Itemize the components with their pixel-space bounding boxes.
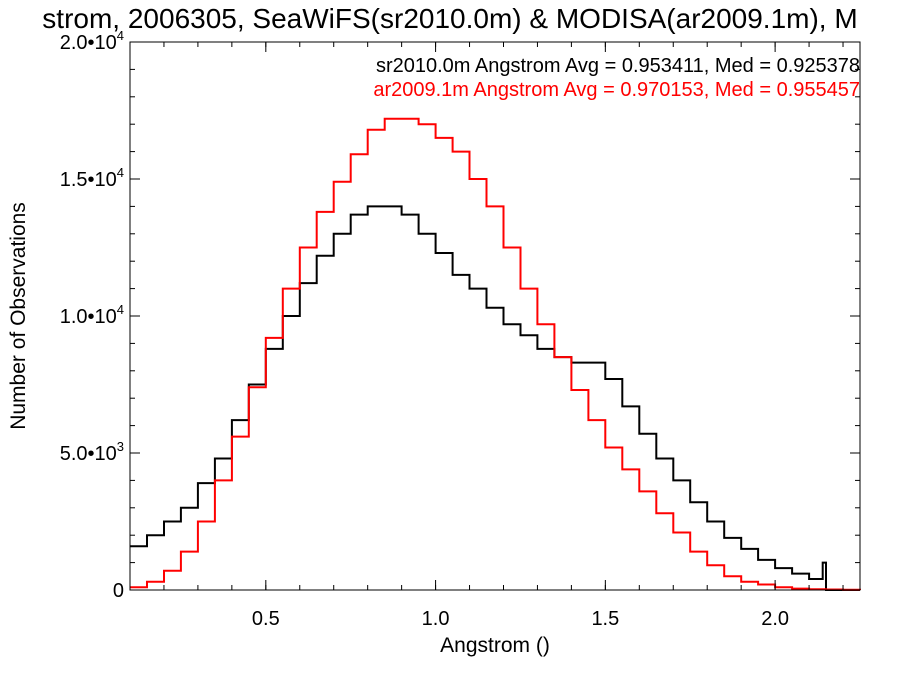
y-axis-label: Number of Observations xyxy=(7,202,30,430)
legend-entry-sr2010: sr2010.0m Angstrom Avg = 0.953411, Med =… xyxy=(376,55,860,77)
y-tick-label: 5.0•103 xyxy=(60,439,124,465)
plot-frame xyxy=(129,41,861,591)
series-line-ar2009-1m xyxy=(130,117,861,591)
series-line-sr2010-0m xyxy=(130,205,860,591)
x-axis-label: Angstrom () xyxy=(440,634,550,657)
legend: sr2010.0m Angstrom Avg = 0.953411, Med =… xyxy=(373,55,860,101)
y-tick-label: 1.0•104 xyxy=(60,302,124,328)
series-layer xyxy=(130,117,861,591)
axis-ticks: 0.5 1.0 1.5 2.0 0 5.0•103 1.0•104 1.5•104 2.0•10… xyxy=(60,28,860,630)
chart-title: strom, 2006305, SeaWiFS(sr2010.0m) & MOD… xyxy=(42,3,857,34)
x-tick-label: 1.0 xyxy=(422,608,450,630)
y-tick-label: 0 xyxy=(113,580,124,602)
x-tick-label: 2.0 xyxy=(761,608,789,630)
y-tick-label: 2.0•104 xyxy=(60,28,124,54)
y-tick-label: 1.5•104 xyxy=(60,165,124,191)
x-tick-label: 1.5 xyxy=(591,608,619,630)
legend-entry-ar2009: ar2009.1m Angstrom Avg = 0.970153, Med =… xyxy=(373,79,860,101)
x-tick-label: 0.5 xyxy=(252,608,280,630)
